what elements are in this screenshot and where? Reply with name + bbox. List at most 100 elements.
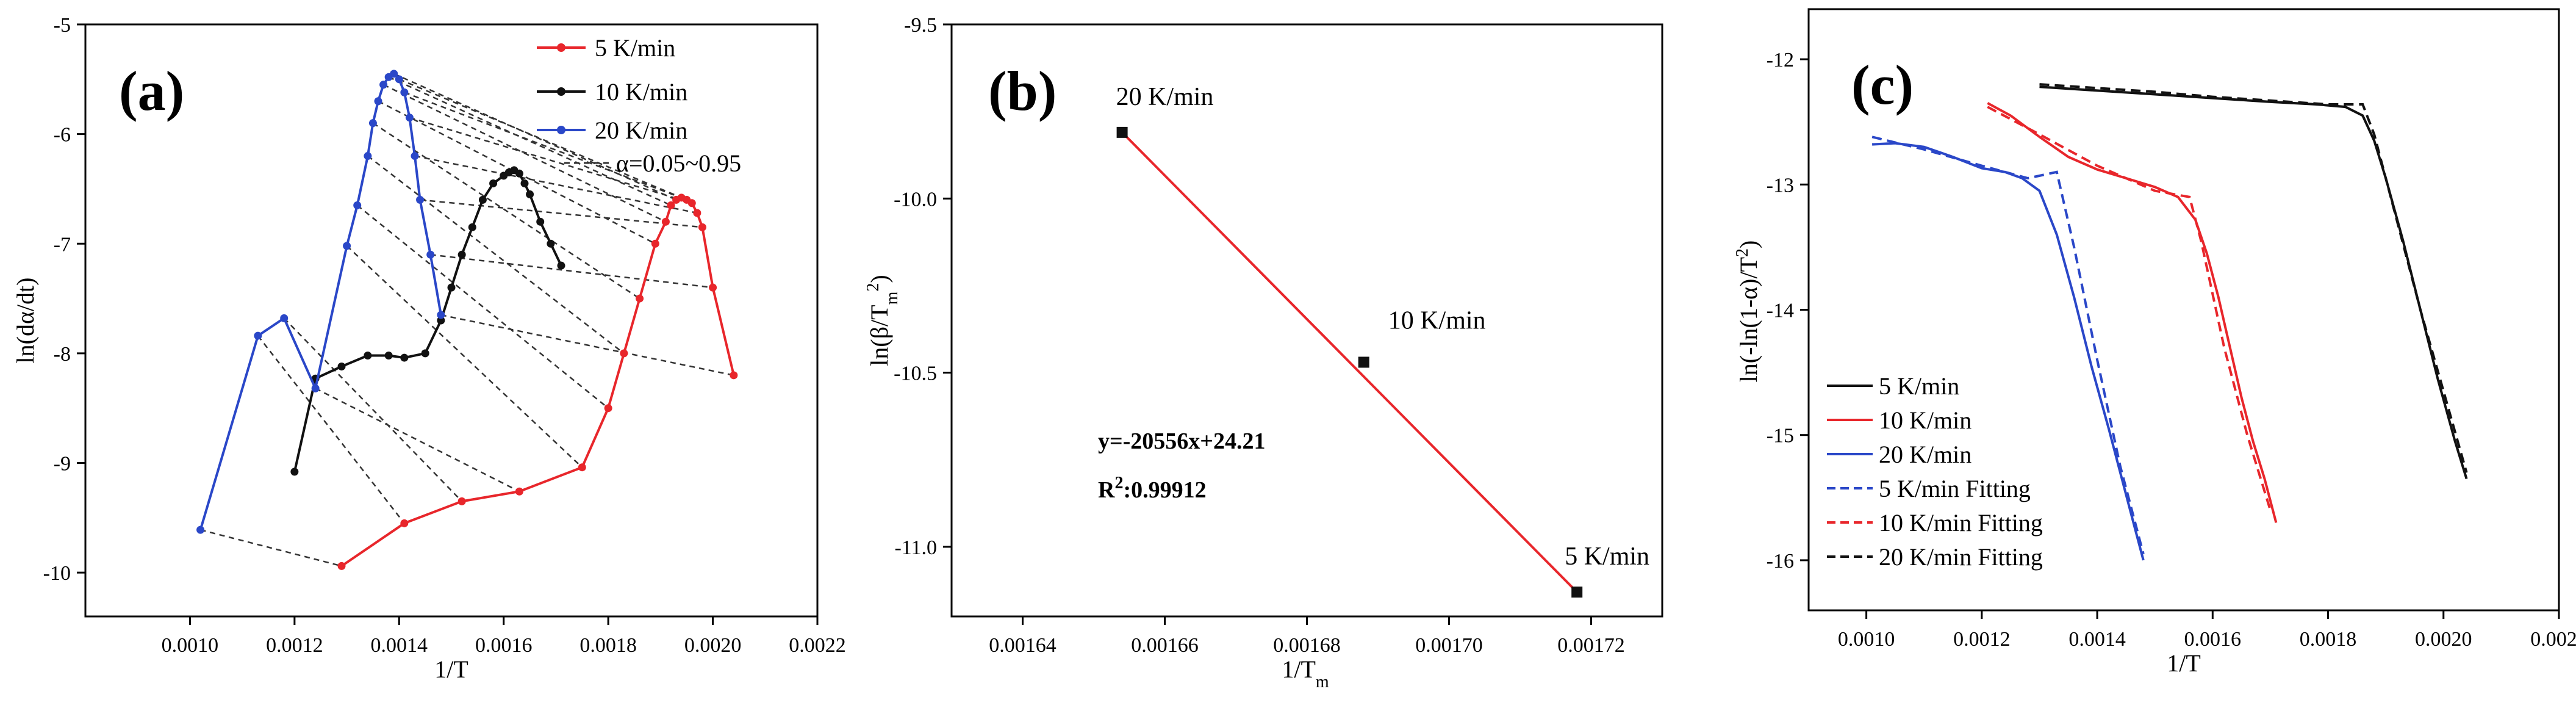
y-tick-label: -11.0 — [894, 536, 937, 559]
legend-label: 20 K/min Fitting — [1879, 543, 2043, 571]
data-point — [254, 332, 262, 340]
panel-c-y-axis-title-end: ) — [1735, 240, 1762, 248]
point-label: 20 K/min — [1116, 83, 1214, 111]
data-point — [558, 262, 565, 270]
legend-label-5k: 5 K/min — [595, 34, 675, 62]
y-tick-label: -15 — [1767, 425, 1794, 447]
data-point — [693, 209, 701, 217]
data-point — [698, 223, 706, 231]
panel-b-label: (b) — [988, 60, 1057, 122]
data-point — [521, 179, 529, 187]
point-label: 10 K/min — [1388, 306, 1486, 334]
data-point — [338, 562, 346, 570]
data-point — [375, 97, 382, 105]
data-point — [458, 497, 466, 505]
x-tick-label: 0.0010 — [1838, 628, 1895, 651]
legend-label-10k: 10 K/min — [595, 78, 687, 106]
panel-c-y-axis-title-main: ln(-ln(1-α)/T — [1735, 257, 1762, 382]
data-point — [709, 284, 717, 292]
iso-conversion-line — [441, 315, 734, 375]
y-tick-label: -7 — [54, 233, 71, 256]
iso-conversion-line — [201, 530, 342, 566]
panel-b-y-axis-title-sup: 2 — [864, 283, 883, 292]
x-tick-label: 0.0014 — [371, 634, 428, 657]
data-point — [515, 488, 523, 496]
data-point — [280, 314, 288, 322]
data-point — [605, 404, 612, 412]
legend-label: 10 K/min — [1879, 406, 1971, 434]
x-tick-label: 0.0020 — [2415, 628, 2472, 651]
panel-b-r2-label: R — [1098, 477, 1115, 503]
data-point — [395, 75, 403, 83]
iso-conversion-line — [258, 336, 404, 523]
y-tick-label: -10.5 — [894, 363, 937, 385]
data-point — [400, 354, 408, 362]
data-point — [468, 223, 476, 231]
panel-b-y-axis-title-sub: m — [883, 291, 902, 305]
x-tick-label: 0.00166 — [1131, 634, 1199, 657]
series-line-0 — [342, 198, 734, 566]
y-tick-label: -8 — [54, 343, 71, 366]
iso-conversion-line — [420, 200, 703, 227]
panel-c-y-axis-title: ln(-ln(1-α)/T2) — [1733, 240, 1763, 383]
data-point — [578, 463, 586, 471]
data-point — [416, 196, 424, 204]
panel-a-y-ticks: -10-9-8-7-6-5 — [43, 14, 85, 585]
data-point — [353, 201, 361, 209]
data-point — [489, 179, 497, 187]
panel-a-series — [196, 70, 737, 570]
x-tick-label: 0.0022 — [789, 634, 846, 657]
data-point — [1358, 356, 1369, 367]
x-tick-label: 0.0018 — [2300, 628, 2357, 651]
panel-b-y-axis-title-end: ) — [866, 275, 893, 283]
x-tick-label: 0.00170 — [1415, 634, 1483, 657]
legend-label: 10 K/min Fitting — [1879, 509, 2043, 536]
series-line-2 — [201, 74, 441, 530]
panel-b-r2: R2:0.99912 — [1098, 474, 1207, 504]
panel-a-x-axis-title: 1/T — [434, 656, 468, 683]
panel-b-r2-value: :0.99912 — [1123, 477, 1206, 503]
data-point — [369, 119, 377, 127]
data-point — [312, 385, 320, 392]
series-line-4 — [1987, 107, 2270, 510]
panel-b-y-axis-title-main: ln(β/T — [866, 305, 893, 366]
data-point — [1571, 587, 1582, 598]
x-tick-label: 0.0016 — [2184, 628, 2242, 651]
y-tick-label: -9 — [54, 453, 71, 475]
legend-marker-20k — [557, 126, 565, 134]
data-point — [526, 190, 534, 198]
panel-a-frame — [85, 24, 817, 616]
data-point — [290, 468, 298, 475]
panel-a-label: (a) — [119, 60, 184, 122]
panel-b-x-axis-title-main: 1/T — [1282, 656, 1316, 683]
panel-a-y-axis-title: ln(dα/dt) — [12, 278, 39, 364]
data-point — [426, 251, 434, 259]
series-line-1 — [1987, 103, 2276, 523]
iso-conversion-line — [315, 388, 519, 491]
data-point — [411, 152, 419, 160]
iso-conversion-line — [431, 255, 713, 287]
y-tick-label: -10.0 — [894, 188, 937, 211]
data-point — [636, 295, 644, 303]
data-point — [479, 196, 487, 204]
x-tick-label: 0.0012 — [1953, 628, 2011, 651]
data-point — [422, 349, 429, 357]
iso-conversion-line — [404, 92, 687, 200]
x-tick-label: 0.00172 — [1557, 634, 1625, 657]
y-tick-label: -5 — [54, 14, 71, 37]
data-point — [662, 218, 670, 226]
panel-b-x-axis-title-sub: m — [1316, 673, 1329, 692]
x-tick-label: 0.00168 — [1273, 634, 1341, 657]
y-tick-label: -16 — [1767, 550, 1794, 573]
x-tick-label: 0.0022 — [2530, 628, 2576, 651]
legend-label: 5 K/min — [1879, 372, 1959, 400]
data-point — [400, 88, 408, 96]
data-point — [364, 352, 371, 359]
